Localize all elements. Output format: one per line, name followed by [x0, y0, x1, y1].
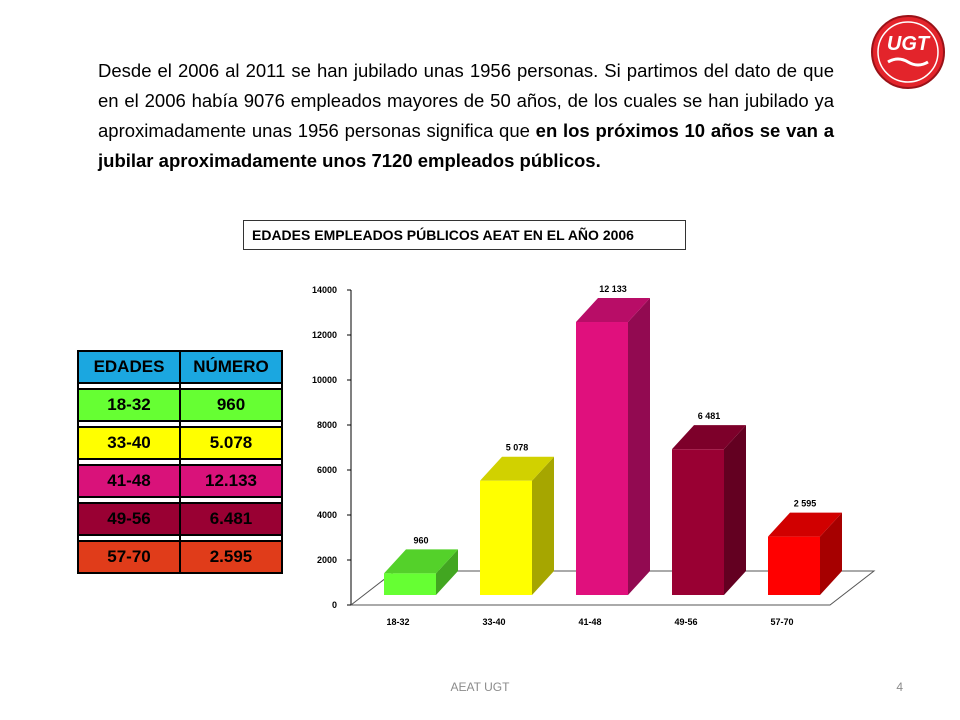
x-tick-label: 41-48 [578, 617, 601, 627]
y-tick-label: 2000 [317, 555, 337, 565]
table-row: 49-56 6.481 [77, 502, 283, 536]
data-label: 12 133 [599, 284, 627, 294]
table-row: 41-48 12.133 [77, 464, 283, 498]
ugt-logo-icon: UGT [871, 15, 945, 89]
table-header-row: EDADES NÚMERO [77, 350, 283, 384]
table-cell-number: 5.078 [179, 426, 283, 460]
table-row: 57-70 2.595 [77, 540, 283, 574]
footer-text: AEAT UGT [450, 680, 510, 694]
bar-top [480, 456, 554, 481]
page-number: 4 [896, 680, 903, 694]
table-cell-age: 49-56 [77, 502, 181, 536]
y-tick-label: 8000 [317, 420, 337, 430]
data-label: 2 595 [794, 499, 817, 509]
bar-side [628, 298, 650, 595]
table-row: 33-40 5.078 [77, 426, 283, 460]
table-cell-age: 33-40 [77, 426, 181, 460]
y-tick-label: 10000 [312, 375, 337, 385]
bar-top [672, 425, 746, 450]
bar-side [820, 512, 842, 595]
bar [768, 536, 820, 595]
bar-side [532, 456, 554, 595]
bar-side [436, 549, 458, 595]
intro-paragraph: Desde el 2006 al 2011 se han jubilado un… [98, 56, 834, 176]
table-cell-age: 18-32 [77, 388, 181, 422]
age-table: EDADES NÚMERO 18-32 960 33-40 5.078 41-4… [77, 350, 283, 574]
x-tick-label: 57-70 [770, 617, 793, 627]
y-tick-label: 4000 [317, 510, 337, 520]
bar-top [576, 298, 650, 323]
table-cell-number: 6.481 [179, 502, 283, 536]
intro-text-bold: en los próximos 10 años se van a jubilar… [98, 120, 834, 171]
y-tick-label: 6000 [317, 465, 337, 475]
chart-title: EDADES EMPLEADOS PÚBLICOS AEAT EN EL AÑO… [243, 220, 686, 250]
table-header-number: NÚMERO [179, 350, 283, 384]
bar [384, 573, 436, 595]
data-label: 960 [413, 535, 428, 545]
data-label: 5 078 [506, 443, 529, 453]
bar [672, 449, 724, 595]
svg-text:UGT: UGT [887, 33, 931, 55]
x-tick-label: 18-32 [386, 617, 409, 627]
table-header-age: EDADES [77, 350, 181, 384]
bar-top [768, 512, 842, 537]
intro-text: Desde el 2006 al 2011 se han jubilado un… [98, 60, 834, 141]
bar-side [724, 425, 746, 595]
chart-floor [349, 570, 876, 606]
y-tick-label: 12000 [312, 330, 337, 340]
table-cell-number: 12.133 [179, 464, 283, 498]
data-label: 6 481 [698, 411, 721, 421]
y-tick-label: 0 [332, 600, 337, 610]
x-tick-label: 33-40 [482, 617, 505, 627]
table-cell-number: 960 [179, 388, 283, 422]
bar [576, 322, 628, 595]
y-tick-label: 14000 [312, 285, 337, 295]
table-row: 18-32 960 [77, 388, 283, 422]
table-cell-number: 2.595 [179, 540, 283, 574]
x-tick-label: 49-56 [674, 617, 697, 627]
table-cell-age: 57-70 [77, 540, 181, 574]
bar-top [384, 549, 458, 574]
bar [480, 480, 532, 595]
table-cell-age: 41-48 [77, 464, 181, 498]
